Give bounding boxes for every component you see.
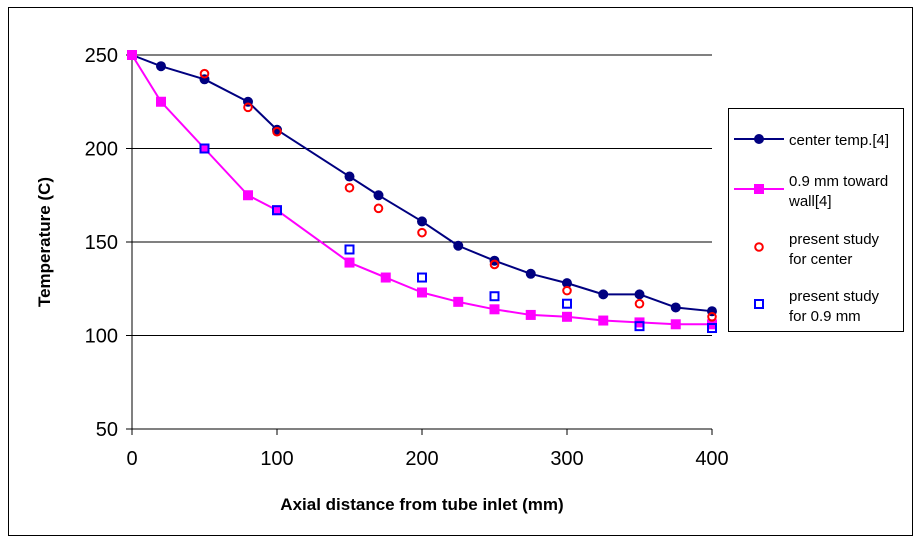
legend-swatch-marker (754, 134, 764, 144)
legend-box (728, 108, 904, 332)
legend-label: present study (789, 231, 880, 248)
data-point (489, 259, 500, 270)
legend-entry: center temp.[4] (734, 132, 889, 149)
legend: center temp.[4] 0.9 mm toward wall[4] prese… (728, 108, 904, 332)
data-point (453, 296, 464, 307)
x-axis-label: Axial distance from tube inlet (mm) (280, 495, 563, 514)
data-point (344, 257, 355, 268)
data-point (199, 68, 210, 79)
grid-layer (132, 54, 712, 336)
y-tick-label: 200 (85, 139, 118, 161)
y-tick-label: 150 (85, 232, 118, 254)
data-point (707, 312, 717, 322)
data-point (344, 171, 355, 182)
data-point (670, 302, 681, 313)
series-layer (127, 50, 717, 334)
data-point (344, 182, 355, 193)
x-tick-label: 200 (405, 448, 438, 470)
legend-label: wall[4] (788, 193, 832, 210)
y-tick-label: 100 (85, 326, 118, 348)
data-point (634, 289, 645, 300)
data-point (417, 216, 427, 227)
legend-swatch-marker (754, 299, 764, 309)
x-tick-label: 0 (126, 448, 137, 470)
data-point (670, 319, 681, 330)
data-point (562, 285, 572, 296)
data-point (634, 298, 645, 309)
data-point (417, 227, 427, 238)
x-tick-label: 300 (550, 448, 583, 470)
data-point (562, 298, 572, 309)
legend-entry: 0.9 mm toward wall[4] (734, 173, 888, 210)
axes-layer: 50 100 150 200 250 0 100 200 300 400 (85, 45, 729, 470)
data-point (199, 143, 210, 154)
series-3 (199, 68, 717, 322)
data-point (525, 268, 536, 279)
legend-entry: present study for 0.9 mm (754, 288, 880, 325)
data-point (344, 244, 355, 255)
legend-label: 0.9 mm toward (789, 173, 888, 190)
y-tick-label: 250 (85, 45, 118, 67)
data-point (562, 311, 572, 322)
legend-label: for 0.9 mm (789, 308, 861, 325)
y-axis-label: Temperature (C) (35, 177, 54, 307)
data-point (272, 126, 282, 137)
data-point (243, 190, 253, 201)
legend-label: present study (789, 288, 880, 305)
data-point (127, 50, 137, 60)
series-4 (199, 143, 717, 334)
data-point (489, 304, 500, 315)
x-tick-label: 100 (260, 448, 293, 470)
legend-entry: present study for center (754, 231, 880, 268)
data-point (243, 102, 253, 113)
legend-swatch-marker (754, 242, 764, 252)
data-point (380, 272, 391, 283)
data-point (417, 287, 427, 298)
data-point (156, 61, 166, 72)
legend-swatch-marker (754, 184, 764, 194)
data-point (489, 291, 500, 302)
data-point (272, 205, 282, 216)
data-point (373, 190, 384, 201)
series-line (131, 54, 713, 313)
x-tick-label: 400 (695, 448, 728, 470)
data-point (156, 96, 166, 107)
data-point (453, 240, 464, 251)
y-tick-label: 50 (96, 419, 118, 441)
series-2 (127, 50, 717, 330)
data-point (598, 315, 609, 326)
data-point (525, 309, 536, 320)
data-point (707, 323, 717, 334)
legend-label: for center (789, 251, 852, 268)
data-point (417, 272, 427, 283)
data-point (373, 203, 384, 214)
data-point (634, 321, 645, 332)
series-line (131, 54, 712, 326)
legend-label: center temp.[4] (789, 132, 889, 149)
data-point (598, 289, 609, 300)
